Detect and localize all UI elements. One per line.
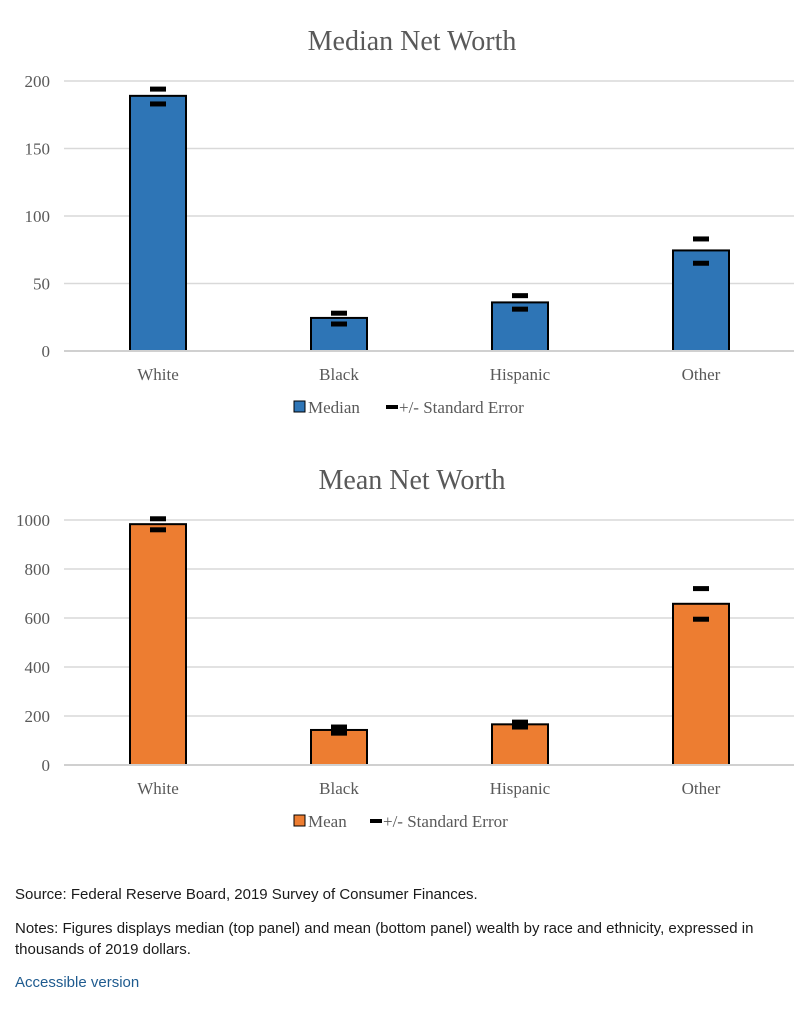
mean-y-tick-label: 600: [25, 609, 51, 628]
median-category-label: Black: [319, 365, 359, 384]
median-y-tick-label: 200: [25, 72, 51, 91]
median-legend-error-marker: [386, 405, 398, 409]
median-error-low-black: [331, 321, 347, 327]
mean-error-low-white: [150, 527, 166, 533]
mean-y-tick-label: 0: [42, 756, 51, 775]
mean-bar-black: [310, 728, 368, 767]
mean-y-tick-label: 800: [25, 560, 51, 579]
notes-text: Notes: Figures displays median (top pane…: [15, 920, 754, 958]
median-error-high-hispanic: [512, 293, 528, 299]
mean-legend-error-marker: [370, 819, 382, 823]
median-legend-error-label: +/- Standard Error: [399, 398, 524, 417]
mean-bar-white: [129, 523, 187, 766]
mean-legend-label: Mean: [308, 812, 347, 831]
median-y-tick-label: 0: [42, 342, 51, 361]
median-category-label: White: [137, 365, 179, 384]
median-bar-white: [129, 94, 187, 352]
median-legend-swatch: [293, 400, 306, 413]
mean-category-label: White: [137, 779, 179, 798]
mean-error-high-hispanic: [512, 719, 528, 725]
median-category-label: Hispanic: [490, 365, 551, 384]
accessible-version-link[interactable]: Accessible version: [15, 974, 140, 991]
mean-category-label: Black: [319, 779, 359, 798]
mean-error-low-hispanic: [512, 724, 528, 730]
mean-category-label: Hispanic: [490, 779, 551, 798]
median-error-low-hispanic: [512, 306, 528, 312]
mean-error-low-other: [693, 616, 709, 622]
mean-y-tick-label: 400: [25, 658, 51, 677]
median-error-low-other: [693, 260, 709, 266]
median-error-high-black: [331, 310, 347, 316]
median-legend-label: Median: [308, 398, 360, 417]
median-error-low-white: [150, 101, 166, 107]
mean-bar-other: [672, 602, 730, 766]
median-category-label: Other: [682, 365, 721, 384]
median-y-tick-label: 50: [33, 275, 50, 294]
mean-error-high-other: [693, 586, 709, 592]
mean-error-high-white: [150, 516, 166, 522]
mean-category-label: Other: [682, 779, 721, 798]
median-bar-other: [672, 249, 730, 352]
mean-chart-title: Mean Net Worth: [319, 465, 506, 496]
mean-error-low-black: [331, 730, 347, 736]
mean-legend-error-label: +/- Standard Error: [383, 812, 508, 831]
mean-y-tick-label: 1000: [16, 511, 50, 530]
mean-error-high-black: [331, 724, 347, 730]
median-chart-title: Median Net Worth: [308, 26, 517, 57]
median-error-high-other: [693, 236, 709, 242]
mean-y-tick-label: 200: [25, 707, 51, 726]
mean-bar-hispanic: [491, 723, 549, 767]
median-y-tick-label: 150: [25, 140, 51, 159]
mean-legend-swatch: [293, 814, 306, 827]
median-error-high-white: [150, 86, 166, 92]
source-note: Source: Federal Reserve Board, 2019 Surv…: [15, 886, 478, 903]
charts-figure: Median Net Worth 0 50 100 150 200 White Black Hi…: [16, 26, 794, 831]
median-y-tick-label: 100: [25, 207, 51, 226]
